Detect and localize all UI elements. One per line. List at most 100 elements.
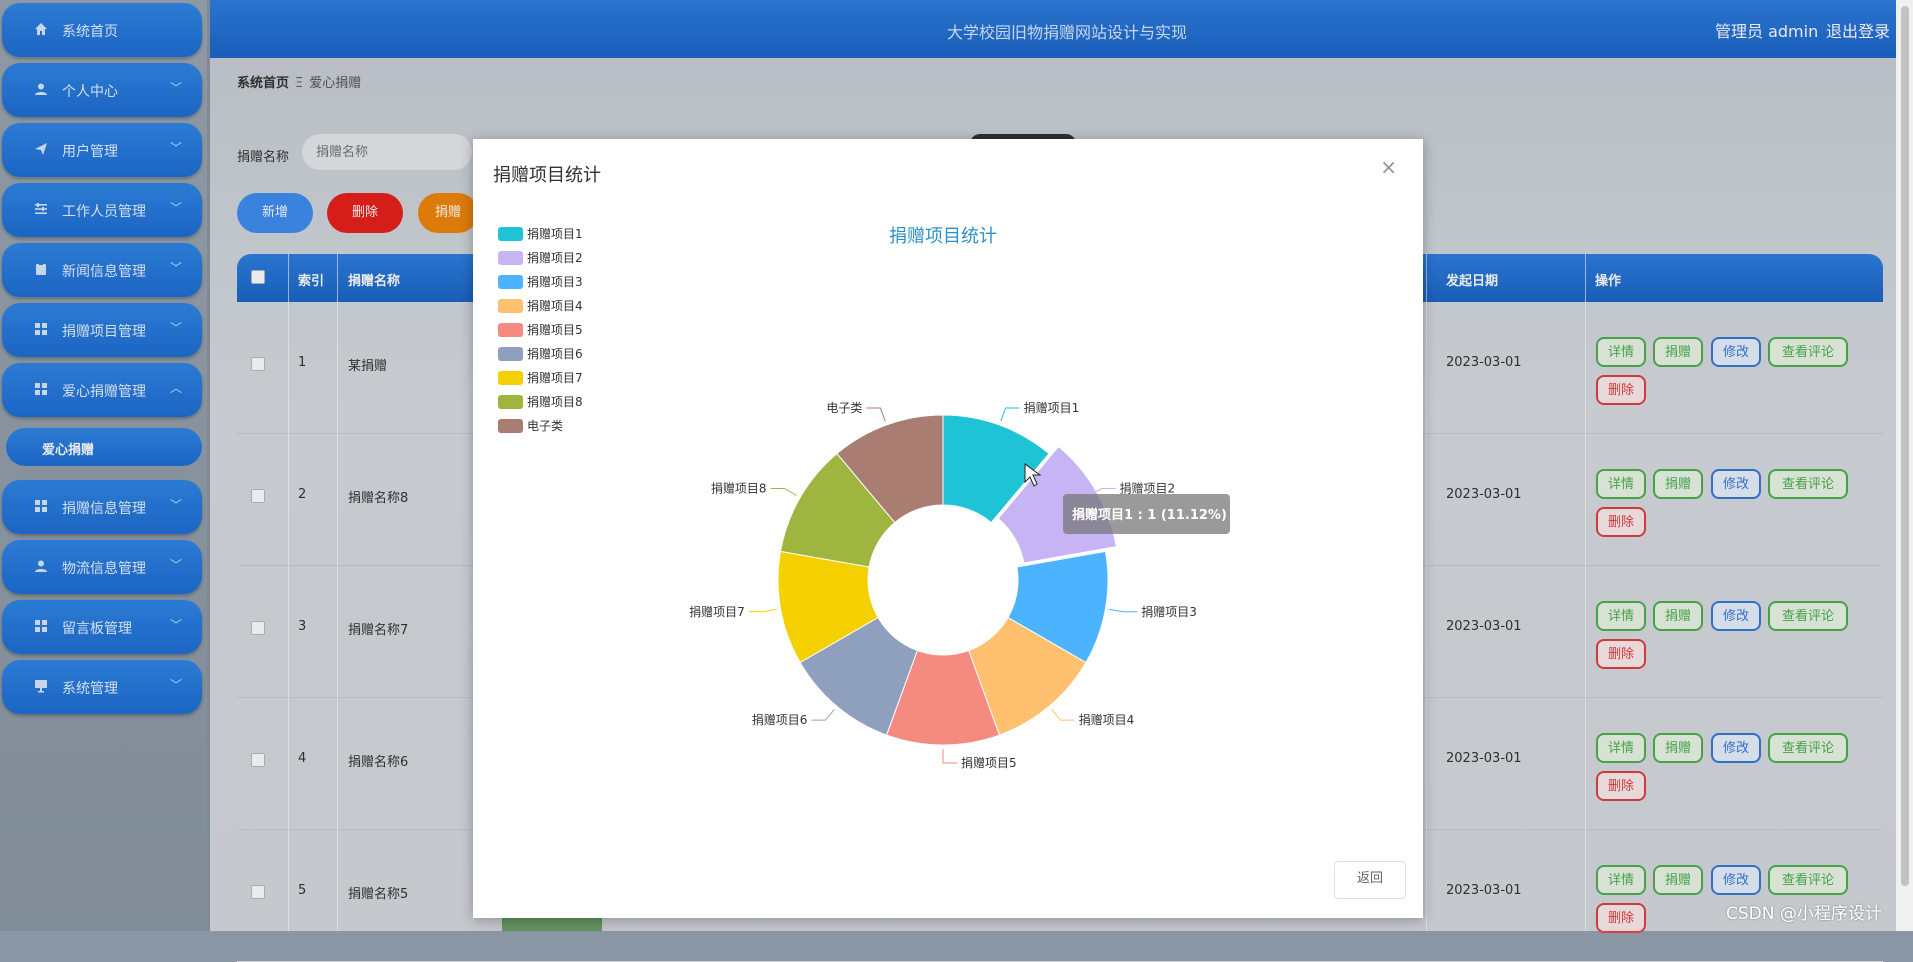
- add-button[interactable]: 新增: [237, 193, 313, 233]
- row-index: 3: [298, 619, 307, 634]
- comments-button[interactable]: 查看评论: [1768, 469, 1848, 499]
- slice-label: 捐赠项目3: [1141, 605, 1197, 619]
- pie-slice: [942, 414, 1050, 524]
- detail-button[interactable]: 详情: [1596, 469, 1646, 499]
- row-index: 2: [298, 487, 307, 502]
- comments-button[interactable]: 查看评论: [1768, 337, 1848, 367]
- sidebar-item-3[interactable]: 用户管理 ﹀: [2, 123, 202, 177]
- sidebar-item-4[interactable]: 工作人员管理 ﹀: [2, 183, 202, 237]
- sidebar-item-7[interactable]: 爱心捐赠管理 ︿: [2, 363, 202, 417]
- edit-button[interactable]: 修改: [1711, 865, 1761, 895]
- tooltip-text: 捐赠项目1 : 1 (11.12%): [1072, 507, 1227, 523]
- row-name: 捐赠名称7: [348, 623, 409, 638]
- row-name: 某捐赠: [348, 359, 388, 374]
- legend-label: 捐赠项目8: [527, 395, 583, 409]
- chevron-down-icon: ﹀: [169, 81, 182, 95]
- legend-label: 捐赠项目2: [527, 251, 583, 265]
- donate-button[interactable]: 捐赠: [1653, 337, 1703, 367]
- sidebar-item-label: 爱心捐赠管理: [62, 384, 146, 400]
- sidebar-item-5[interactable]: 新闻信息管理 ﹀: [2, 243, 202, 297]
- detail-button[interactable]: 详情: [1596, 337, 1646, 367]
- sidebar-item-label: 新闻信息管理: [62, 264, 146, 280]
- delete-row-button[interactable]: 删除: [1596, 639, 1646, 669]
- edit-button[interactable]: 修改: [1711, 469, 1761, 499]
- label-line: [811, 709, 835, 721]
- sidebar-item-label: 个人中心: [62, 84, 118, 100]
- delete-button[interactable]: 删除: [327, 193, 403, 233]
- detail-button[interactable]: 详情: [1596, 601, 1646, 631]
- row-date: 2023-03-01: [1446, 355, 1522, 370]
- delete-row-button[interactable]: 删除: [1596, 507, 1646, 537]
- label-line: [942, 749, 957, 764]
- donate-button[interactable]: 捐赠: [1653, 733, 1703, 763]
- chevron-up-icon: ︿: [169, 381, 182, 395]
- sidebar-item-8[interactable]: 捐赠信息管理 ﹀: [2, 480, 202, 534]
- edit-button[interactable]: 修改: [1711, 733, 1761, 763]
- logout-link[interactable]: 退出登录: [1826, 22, 1891, 41]
- comments-button[interactable]: 查看评论: [1768, 601, 1848, 631]
- close-icon[interactable]: ×: [1380, 155, 1397, 179]
- sidebar-item-9[interactable]: 物流信息管理 ﹀: [2, 540, 202, 594]
- legend-label: 捐赠项目6: [527, 347, 583, 361]
- edit-button[interactable]: 修改: [1711, 601, 1761, 631]
- row-checkbox[interactable]: [251, 753, 265, 767]
- site-title: 大学校园旧物捐赠网站设计与实现: [947, 23, 1188, 42]
- sidebar-subitem-active[interactable]: 爱心捐赠: [6, 428, 202, 466]
- legend-swatch: [498, 395, 523, 409]
- legend-swatch: [498, 275, 523, 289]
- delete-row-button[interactable]: 删除: [1596, 771, 1646, 801]
- donate-button[interactable]: 捐赠: [1653, 865, 1703, 895]
- hand-cursor-icon: [1024, 463, 1042, 487]
- sidebar-item-6[interactable]: 捐赠项目管理 ﹀: [2, 303, 202, 357]
- search-input[interactable]: [302, 134, 472, 170]
- legend-swatch: [498, 419, 523, 433]
- watermark: CSDN @小程序设计: [1726, 904, 1882, 924]
- comments-button[interactable]: 查看评论: [1768, 865, 1848, 895]
- row-checkbox[interactable]: [251, 885, 265, 899]
- row-name: 捐赠名称6: [348, 755, 409, 770]
- slice-label: 捐赠项目2: [1119, 482, 1175, 496]
- grid-icon: [34, 499, 48, 513]
- select-all-checkbox[interactable]: [251, 270, 265, 284]
- legend-label: 捐赠项目7: [527, 371, 583, 385]
- legend-swatch: [498, 347, 523, 361]
- sidebar-item-2[interactable]: 个人中心 ﹀: [2, 63, 202, 117]
- col-index: 索引: [298, 274, 325, 289]
- detail-button[interactable]: 详情: [1596, 733, 1646, 763]
- sidebar-item-11[interactable]: 系统管理 ﹀: [2, 660, 202, 714]
- chevron-down-icon: ﹀: [169, 558, 182, 572]
- sidebar-item-1[interactable]: 系统首页: [2, 3, 202, 57]
- comments-button[interactable]: 查看评论: [1768, 733, 1848, 763]
- row-index: 1: [298, 355, 307, 370]
- column-divider: [288, 254, 289, 931]
- chevron-down-icon: ﹀: [169, 261, 182, 275]
- label-line: [1089, 488, 1116, 496]
- sidebar-item-10[interactable]: 留言板管理 ﹀: [2, 600, 202, 654]
- donate-button[interactable]: 捐赠: [1653, 601, 1703, 631]
- edit-button[interactable]: 修改: [1711, 337, 1761, 367]
- scrollbar-thumb[interactable]: [1901, 6, 1909, 886]
- sidebar-item-label: 物流信息管理: [62, 561, 146, 577]
- slice-label: 捐赠项目1: [1024, 401, 1080, 415]
- detail-button[interactable]: 详情: [1596, 865, 1646, 895]
- stat-button[interactable]: 捐赠: [418, 193, 478, 233]
- col-name: 捐赠名称: [348, 274, 401, 289]
- sidebar-item-label: 系统管理: [62, 681, 118, 697]
- grid-icon: [34, 619, 48, 633]
- row-checkbox[interactable]: [251, 621, 265, 635]
- chevron-down-icon: ﹀: [169, 201, 182, 215]
- legend-swatch: [498, 299, 523, 313]
- chevron-down-icon: ﹀: [169, 678, 182, 692]
- row-checkbox[interactable]: [251, 489, 265, 503]
- user-icon: [34, 82, 48, 96]
- delete-row-button[interactable]: 删除: [1596, 375, 1646, 405]
- row-checkbox[interactable]: [251, 357, 265, 371]
- legend-label: 捐赠项目3: [527, 275, 583, 289]
- legend-swatch: [498, 227, 523, 241]
- sidebar-item-label: 捐赠项目管理: [62, 324, 146, 340]
- breadcrumb-home[interactable]: 系统首页: [237, 76, 290, 91]
- back-button[interactable]: 返回: [1334, 861, 1406, 899]
- label-line: [770, 488, 797, 496]
- donate-button[interactable]: 捐赠: [1653, 469, 1703, 499]
- legend-swatch: [498, 323, 523, 337]
